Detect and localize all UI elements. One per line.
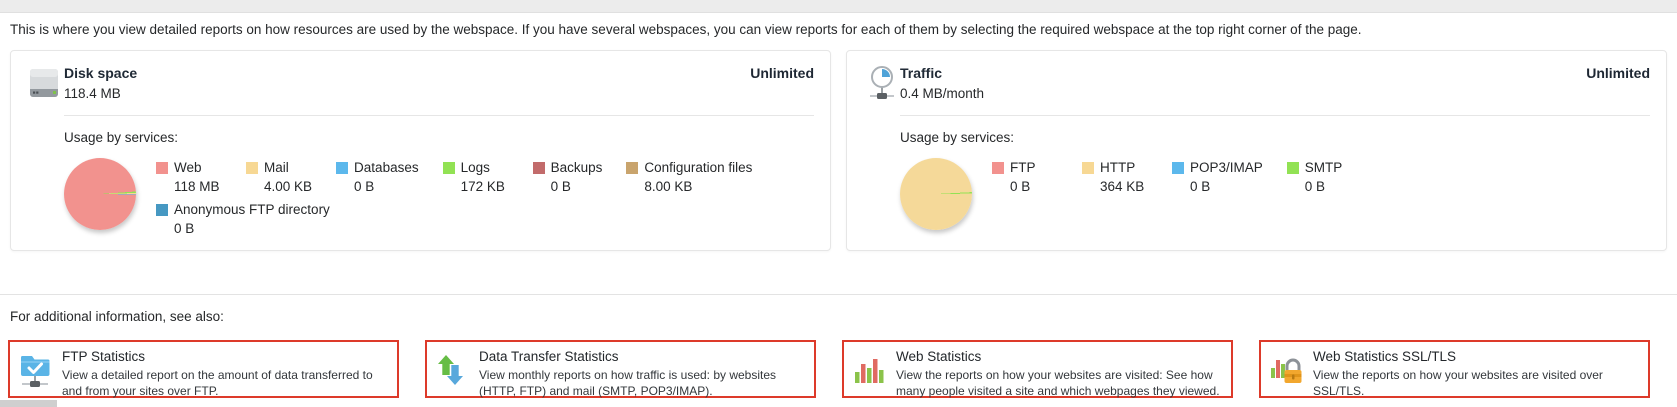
legend-value: 0 B xyxy=(174,221,195,236)
card-value: 0.4 MB/month xyxy=(900,86,985,101)
legend-item: Logs 172 KB xyxy=(442,160,509,194)
link-text: FTP Statistics View a detailed report on… xyxy=(62,348,387,399)
legend-item: Configuration files 8.00 KB xyxy=(626,160,752,194)
card-divider xyxy=(64,115,814,116)
legend-color-swatch xyxy=(336,161,349,174)
legend-value: 0 B xyxy=(1304,179,1326,194)
link-title[interactable]: FTP Statistics xyxy=(62,349,146,364)
see-also-heading: For additional information, see also: xyxy=(10,309,224,324)
web-statistics-link[interactable]: Web Statistics View the reports on how y… xyxy=(842,340,1233,398)
card-title: Traffic xyxy=(900,65,943,81)
legend-label: Backups xyxy=(550,160,603,175)
traffic-usage-legend: FTP 0 B HTTP 364 KB POP3/IMAP 0 B SMTP 0 B xyxy=(992,158,1353,194)
usage-by-services-label: Usage by services: xyxy=(64,130,179,145)
traffic-gauge-icon xyxy=(865,64,900,102)
traffic-card-heading: Traffic 0.4 MB/month xyxy=(900,64,984,101)
traffic-usage-pie-chart xyxy=(900,158,972,230)
usage-by-services-label: Usage by services: xyxy=(900,130,1015,145)
legend-item: Mail 4.00 KB xyxy=(246,160,312,194)
legend-value: 8.00 KB xyxy=(644,179,693,194)
legend-value: 0 B xyxy=(550,179,571,194)
legend-label: Mail xyxy=(264,160,289,175)
traffic-card-body: Usage by services: FTP 0 B HTTP 364 KB POP3/… xyxy=(900,115,1650,230)
legend-label: FTP xyxy=(1010,160,1036,175)
legend-label: SMTP xyxy=(1304,160,1343,175)
legend-color-swatch xyxy=(532,161,545,174)
legend-value: 4.00 KB xyxy=(264,179,313,194)
traffic-card: Traffic 0.4 MB/month Unlimited Usage by … xyxy=(846,50,1667,251)
bar-chart-lock-icon xyxy=(1269,350,1303,390)
link-text: Web Statistics SSL/TLS View the reports … xyxy=(1313,348,1638,399)
link-description: View the reports on how your websites ar… xyxy=(1313,368,1603,399)
up-down-arrows-icon xyxy=(435,350,469,390)
legend-value: 118 MB xyxy=(174,179,220,194)
limit-label: Unlimited xyxy=(750,65,814,81)
legend-color-swatch xyxy=(626,161,639,174)
ftp-folder-check-icon xyxy=(18,350,52,390)
legend-label: POP3/IMAP xyxy=(1190,160,1263,175)
link-title[interactable]: Web Statistics xyxy=(896,349,982,364)
card-value: 118.4 MB xyxy=(64,86,121,101)
link-title[interactable]: Data Transfer Statistics xyxy=(479,349,619,364)
legend-color-swatch xyxy=(156,203,168,216)
top-bar xyxy=(0,0,1677,13)
legend-color-swatch xyxy=(1082,161,1094,174)
legend-label: Anonymous FTP directory xyxy=(174,202,330,217)
legend-item: POP3/IMAP 0 B xyxy=(1172,160,1263,194)
intro-text: This is where you view detailed reports … xyxy=(10,22,1362,37)
disk-space-card-heading: Disk space 118.4 MB xyxy=(64,64,137,101)
link-description: View monthly reports on how traffic is u… xyxy=(479,368,777,399)
limit-label: Unlimited xyxy=(1586,65,1650,81)
link-description: View a detailed report on the amount of … xyxy=(62,368,373,399)
disk-space-card-header: Disk space 118.4 MB Unlimited xyxy=(29,64,814,102)
link-description: View the reports on how your websites ar… xyxy=(896,368,1220,399)
legend-color-swatch xyxy=(992,161,1004,174)
legend-label: Web xyxy=(174,160,202,175)
legend-item: SMTP 0 B xyxy=(1286,160,1353,194)
additional-links-row: FTP Statistics View a detailed report on… xyxy=(8,340,1650,398)
disk-space-card-body: Usage by services: Web 118 MB Mail 4.00 KB D… xyxy=(64,115,814,236)
legend-color-swatch xyxy=(156,161,168,174)
traffic-usage-row: FTP 0 B HTTP 364 KB POP3/IMAP 0 B SMTP 0 B xyxy=(900,158,1650,230)
disk-usage-legend: Web 118 MB Mail 4.00 KB Databases 0 B Logs 172 … xyxy=(156,158,796,236)
legend-label: Configuration files xyxy=(644,160,753,175)
bottom-edge-strip xyxy=(0,400,57,407)
legend-color-swatch xyxy=(1172,161,1184,174)
link-text: Data Transfer Statistics View monthly re… xyxy=(479,348,804,399)
legend-item: Backups 0 B xyxy=(532,160,603,194)
legend-color-swatch xyxy=(442,161,455,174)
legend-value: 0 B xyxy=(1010,179,1031,194)
disk-space-card: Disk space 118.4 MB Unlimited Usage by s… xyxy=(10,50,831,251)
legend-value: 0 B xyxy=(354,179,375,194)
legend-label: Databases xyxy=(354,160,419,175)
web-statistics-ssl-link[interactable]: Web Statistics SSL/TLS View the reports … xyxy=(1259,340,1650,398)
disk-usage-row: Web 118 MB Mail 4.00 KB Databases 0 B Logs 172 … xyxy=(64,158,814,236)
legend-item: HTTP 364 KB xyxy=(1082,160,1148,194)
traffic-card-header: Traffic 0.4 MB/month Unlimited xyxy=(865,64,1650,102)
legend-value: 172 KB xyxy=(460,179,505,194)
resource-cards: Disk space 118.4 MB Unlimited Usage by s… xyxy=(10,50,1667,251)
section-divider xyxy=(0,294,1677,295)
legend-item: FTP 0 B xyxy=(992,160,1058,194)
legend-value: 364 KB xyxy=(1100,179,1145,194)
legend-color-swatch xyxy=(1286,161,1299,174)
link-text: Web Statistics View the reports on how y… xyxy=(896,348,1221,399)
legend-label: HTTP xyxy=(1100,160,1136,175)
legend-item: Web 118 MB xyxy=(156,160,222,194)
legend-color-swatch xyxy=(246,161,258,174)
hard-drive-icon xyxy=(29,64,64,102)
bar-chart-icon xyxy=(852,350,886,390)
legend-value: 0 B xyxy=(1190,179,1211,194)
link-title[interactable]: Web Statistics SSL/TLS xyxy=(1313,349,1457,364)
legend-label: Logs xyxy=(460,160,490,175)
legend-item: Anonymous FTP directory 0 B xyxy=(156,202,330,236)
legend-item: Databases 0 B xyxy=(336,160,419,194)
card-title: Disk space xyxy=(64,65,138,81)
card-divider xyxy=(900,115,1650,116)
data-transfer-statistics-link[interactable]: Data Transfer Statistics View monthly re… xyxy=(425,340,816,398)
disk-usage-pie-chart xyxy=(64,158,136,230)
ftp-statistics-link[interactable]: FTP Statistics View a detailed report on… xyxy=(8,340,399,398)
